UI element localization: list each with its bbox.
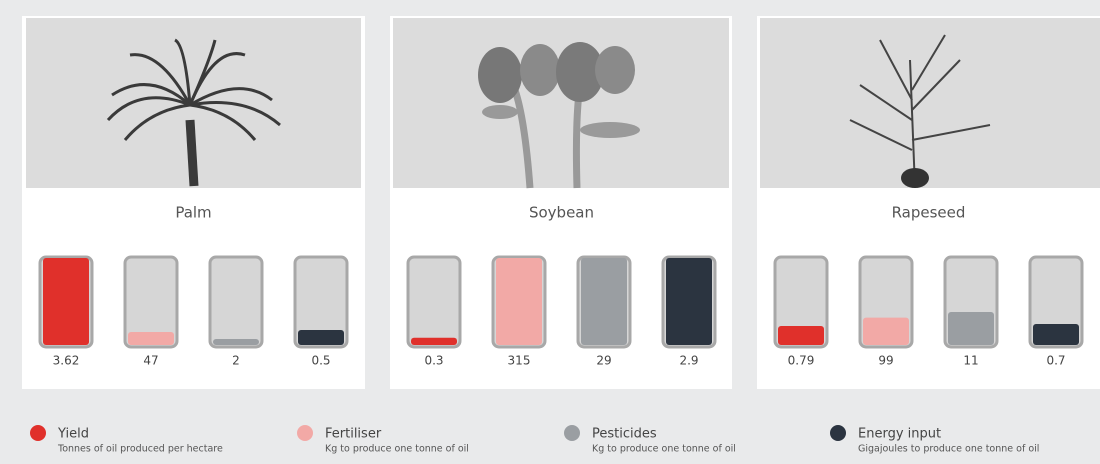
legend-name: Pesticides: [592, 427, 657, 442]
tube-fill: [496, 258, 542, 345]
legend-name: Yield: [57, 427, 89, 442]
photo-area: [393, 18, 729, 188]
value-label: 2: [232, 354, 240, 368]
value-label: 0.7: [1046, 354, 1065, 368]
crop-name: Rapeseed: [892, 204, 966, 222]
value-label: 11: [963, 354, 978, 368]
photo-area: [760, 18, 1100, 188]
value-label: 0.3: [424, 354, 443, 368]
tube-fill: [298, 330, 344, 345]
value-label: 29: [596, 354, 611, 368]
value-label: 2.9: [679, 354, 698, 368]
tube-fill: [213, 339, 259, 345]
value-label: 99: [878, 354, 893, 368]
value-label: 0.79: [788, 354, 815, 368]
tube-fill: [411, 338, 457, 345]
tube-fill: [948, 312, 994, 345]
infographic: Palm 3.62 47 2 0.5 Soybean 0.3 315 29 2.9 Rapeseed…: [0, 0, 1100, 464]
tube-fill: [1033, 324, 1079, 345]
tube: [408, 257, 460, 347]
legend-name: Fertiliser: [325, 427, 382, 442]
legend-swatch: [564, 425, 580, 441]
legend-description: Kg to produce one tonne of oil: [325, 444, 469, 455]
tube-fill: [863, 318, 909, 345]
legend-description: Tonnes of oil produced per hectare: [57, 444, 223, 455]
legend-name: Energy input: [858, 427, 941, 442]
legend-description: Kg to produce one tonne of oil: [592, 444, 736, 455]
crop-name: Soybean: [529, 204, 594, 222]
legend-swatch: [830, 425, 846, 441]
legend-description: Gigajoules to produce one tonne of oil: [858, 444, 1039, 455]
crop-name: Palm: [175, 204, 211, 222]
tube-fill: [128, 332, 174, 345]
value-label: 315: [508, 354, 531, 368]
value-label: 3.62: [53, 354, 80, 368]
legend-swatch: [297, 425, 313, 441]
tube-fill: [581, 258, 627, 345]
tube-fill: [43, 258, 89, 345]
value-label: 0.5: [311, 354, 330, 368]
tube-fill: [666, 258, 712, 345]
legend-swatch: [30, 425, 46, 441]
value-label: 47: [143, 354, 158, 368]
tube: [210, 257, 262, 347]
tube-fill: [778, 326, 824, 345]
